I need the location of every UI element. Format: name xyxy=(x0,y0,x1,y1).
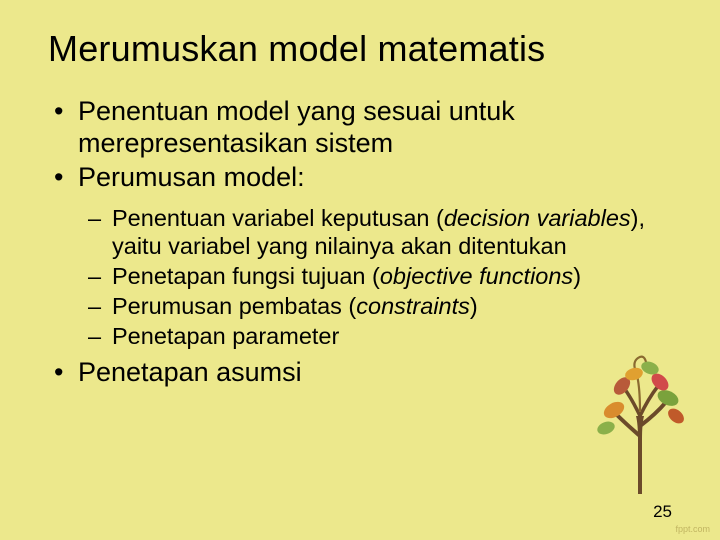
bullet-item: Perumusan model: Penentuan variabel kepu… xyxy=(48,162,672,351)
sub-bullet-after: ) xyxy=(573,263,581,289)
sub-bullet-item: Penetapan parameter xyxy=(84,322,672,350)
sub-bullet-before: Penetapan fungsi tujuan ( xyxy=(112,263,380,289)
bullet-text: Penentuan model yang sesuai untuk merepr… xyxy=(78,96,515,158)
page-number: 25 xyxy=(653,502,672,522)
bullet-list-level1: Penentuan model yang sesuai untuk merepr… xyxy=(48,96,672,388)
slide-title: Merumuskan model matematis xyxy=(48,28,672,70)
sub-bullet-italic: constraints xyxy=(356,293,470,319)
bullet-text: Penetapan asumsi xyxy=(78,357,302,387)
sub-bullet-item: Penentuan variabel keputusan (decision v… xyxy=(84,204,672,260)
sub-bullet-before: Penetapan parameter xyxy=(112,323,339,349)
sub-bullet-before: Penentuan variabel keputusan ( xyxy=(112,205,444,231)
sub-bullet-item: Perumusan pembatas (constraints) xyxy=(84,292,672,320)
slide: Merumuskan model matematis Penentuan mod… xyxy=(0,0,720,540)
sub-bullet-italic: decision variables xyxy=(444,205,631,231)
bullet-text: Perumusan model: xyxy=(78,162,305,192)
bullet-item: Penetapan asumsi xyxy=(48,357,672,389)
bullet-list-level2: Penentuan variabel keputusan (decision v… xyxy=(78,204,672,351)
sub-bullet-before: Perumusan pembatas ( xyxy=(112,293,356,319)
bullet-item: Penentuan model yang sesuai untuk merepr… xyxy=(48,96,672,160)
footer-logo: fppt.com xyxy=(675,524,710,534)
sub-bullet-item: Penetapan fungsi tujuan (objective funct… xyxy=(84,262,672,290)
sub-bullet-italic: objective functions xyxy=(380,263,573,289)
sub-bullet-after: ) xyxy=(470,293,478,319)
